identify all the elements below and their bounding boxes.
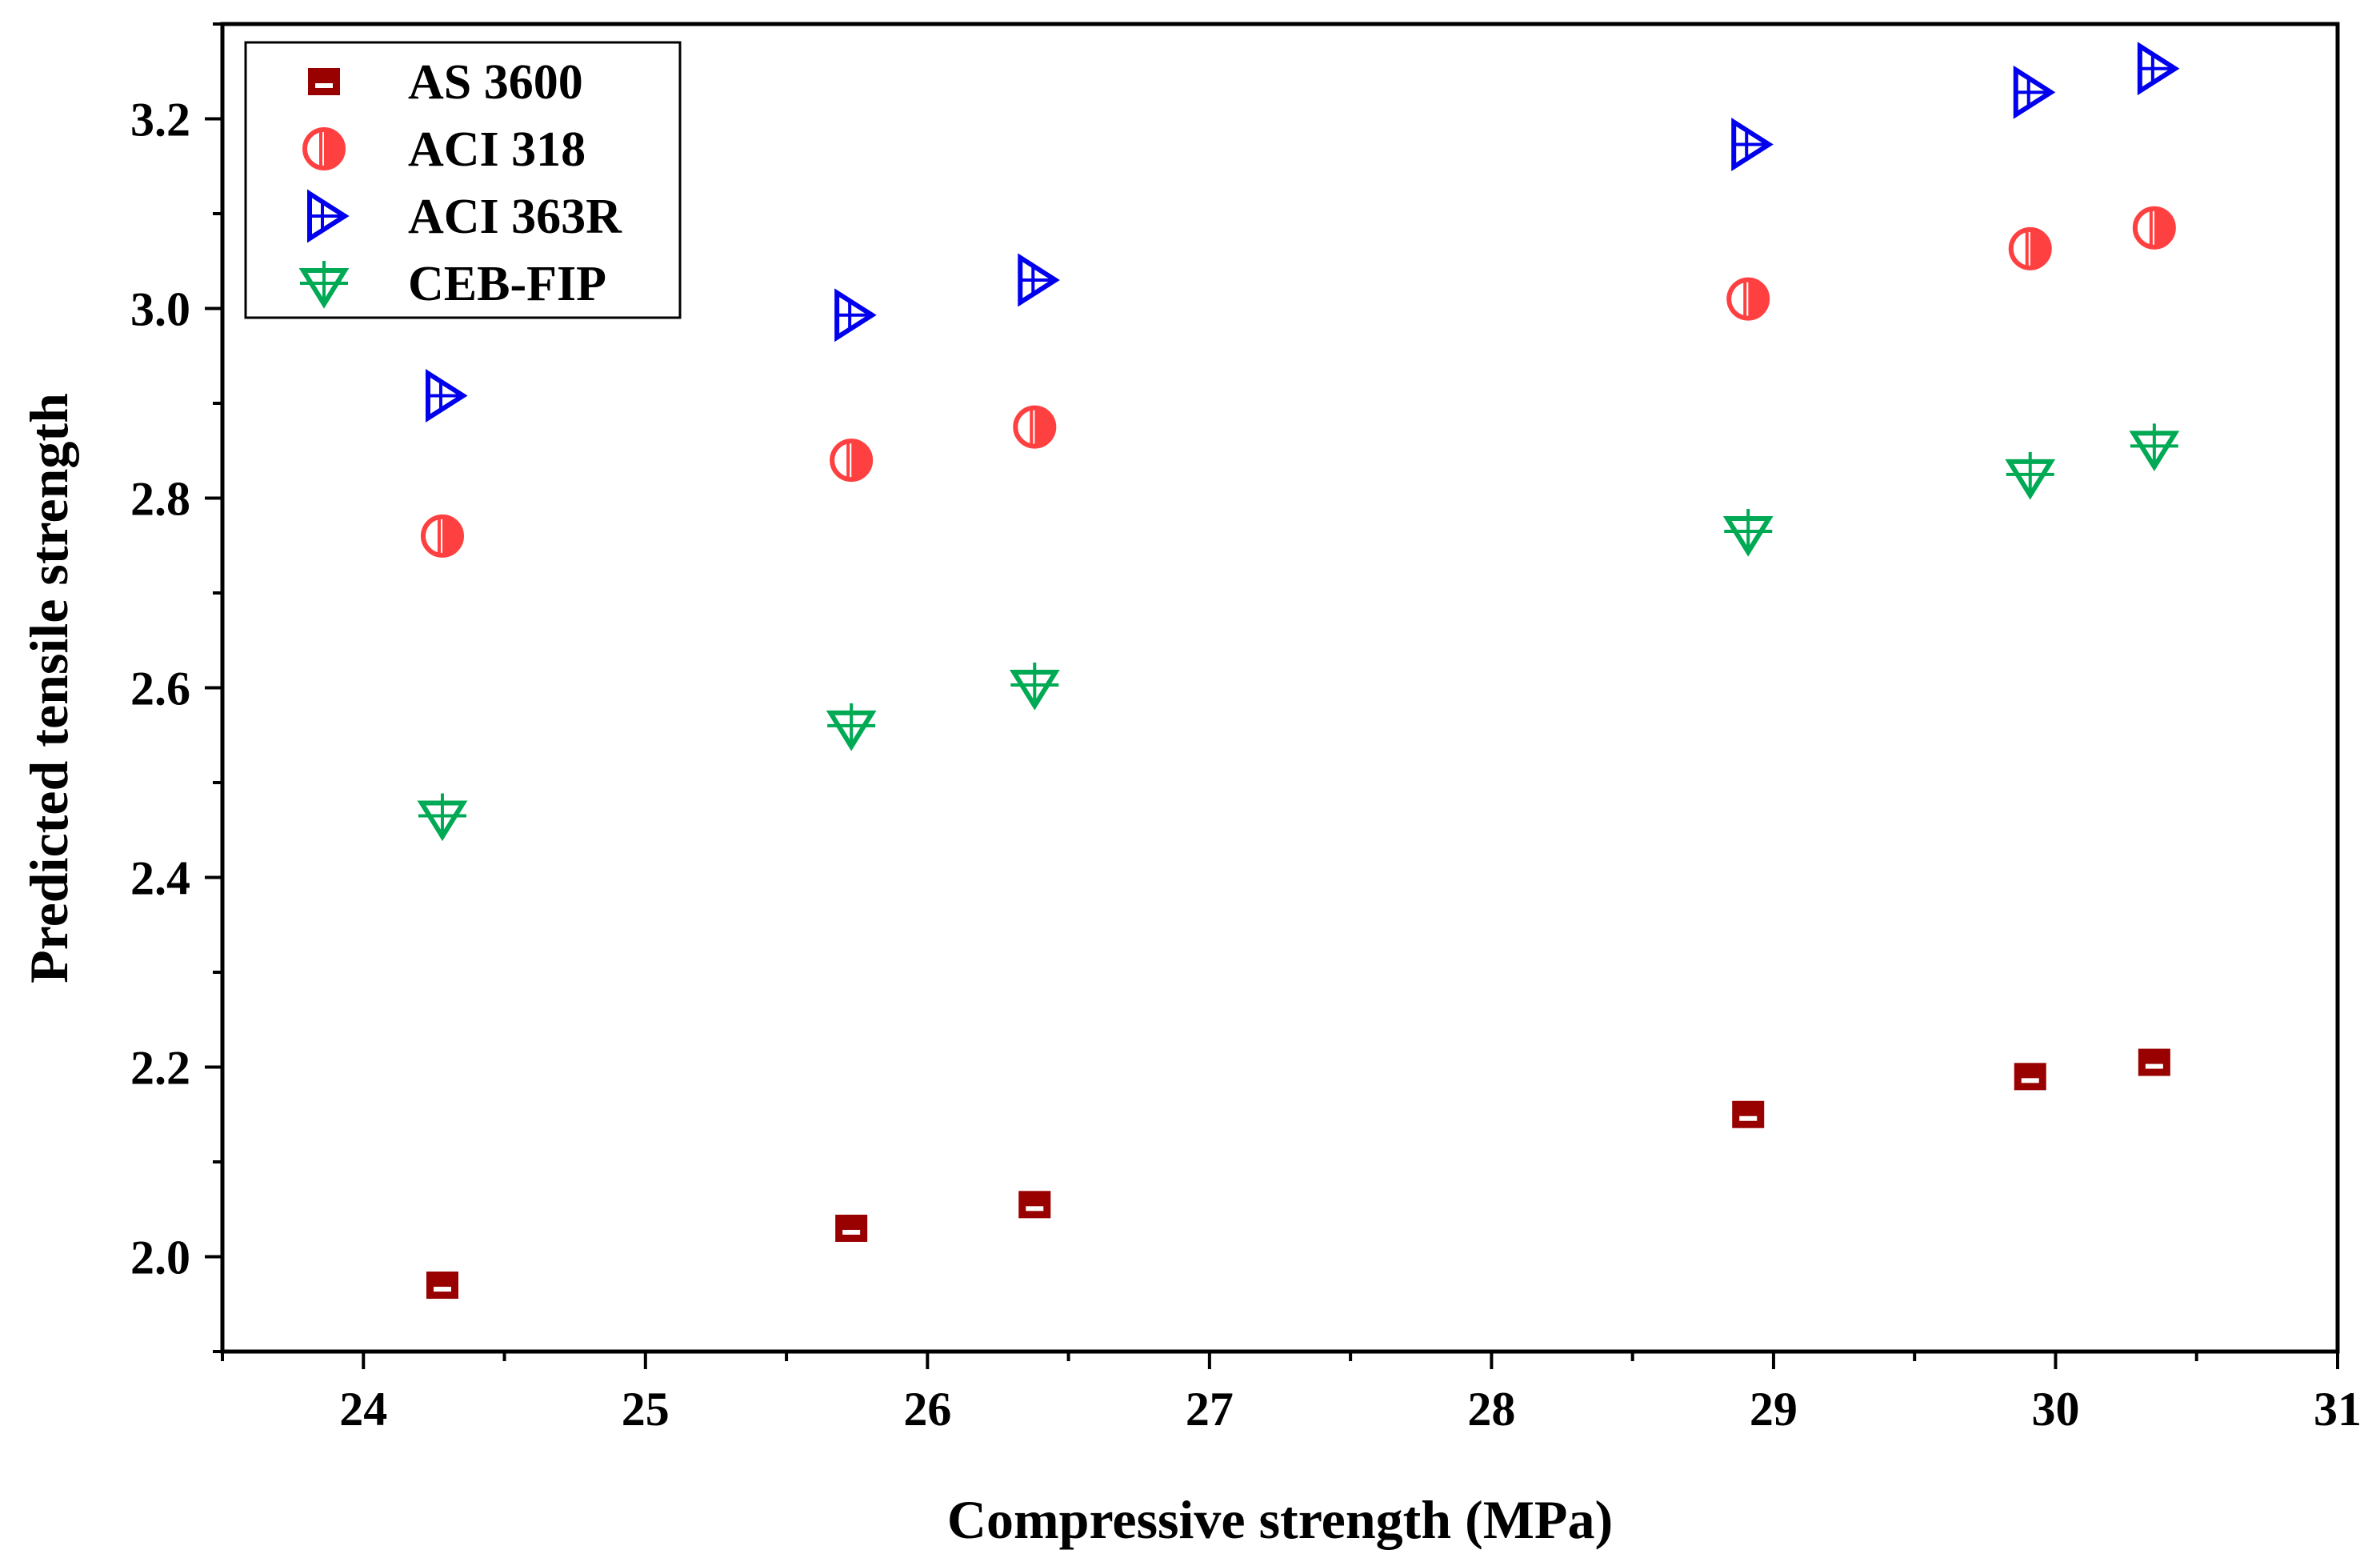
legend-marker — [298, 261, 350, 309]
data-point-aci-318 — [2008, 226, 2052, 270]
y-tick-label: 2.2 — [130, 1042, 190, 1095]
x-axis-title: Compressive strength (MPa) — [947, 1489, 1613, 1550]
data-point-aci-363r — [1018, 253, 1060, 307]
x-tick-label: 29 — [1750, 1383, 1798, 1436]
x-tick-label: 27 — [1186, 1383, 1234, 1436]
legend-label: AS 3600 — [408, 55, 583, 110]
x-axis: 24 25 26 27 28 29 30 31 — [221, 1352, 2362, 1436]
legend-marker — [308, 68, 340, 95]
data-point-ceb-fip — [417, 793, 468, 842]
x-tick-label: 30 — [2031, 1383, 2079, 1436]
data-point-ceb-fip — [2005, 451, 2056, 500]
y-tick-label: 2.0 — [130, 1232, 190, 1284]
y-tick-label: 3.0 — [130, 283, 190, 336]
legend-marker — [307, 189, 350, 243]
data-point-ceb-fip — [2129, 423, 2180, 472]
x-tick-label: 26 — [903, 1383, 951, 1436]
y-tick-label: 2.8 — [130, 473, 190, 526]
legend-label: ACI 318 — [408, 122, 586, 177]
y-axis: 2.0 2.2 2.4 2.6 2.8 3.0 3.2 — [130, 22, 222, 1353]
data-point-as-3600 — [2138, 1048, 2170, 1076]
x-tick-label: 28 — [1467, 1383, 1515, 1436]
x-tick-label: 24 — [339, 1383, 387, 1436]
data-point-ceb-fip — [1722, 508, 1774, 557]
y-axis-title: Predicted tensile strength — [18, 393, 79, 983]
data-point-aci-318 — [830, 439, 874, 483]
legend: AS 3600 ACI 318 ACI 363R CEB-FIP — [244, 41, 682, 319]
data-point-aci-363r — [1731, 118, 1774, 171]
y-tick-label: 2.6 — [130, 663, 190, 715]
legend-marker — [302, 127, 346, 170]
x-tick-label: 31 — [2314, 1383, 2362, 1436]
data-point-aci-363r — [425, 369, 468, 423]
data-point-as-3600 — [1018, 1191, 1051, 1219]
legend-label: CEB-FIP — [408, 257, 606, 311]
data-point-aci-363r — [834, 288, 877, 342]
data-point-aci-318 — [420, 514, 464, 558]
data-point-as-3600 — [835, 1214, 868, 1242]
data-point-aci-363r — [2013, 65, 2056, 119]
x-tick-label: 25 — [622, 1383, 670, 1436]
data-point-aci-318 — [1013, 405, 1057, 449]
data-points — [417, 42, 2180, 1300]
y-tick-label: 3.2 — [130, 94, 190, 146]
legend-label: ACI 363R — [408, 190, 622, 244]
data-point-as-3600 — [1732, 1100, 1765, 1128]
data-point-as-3600 — [426, 1272, 458, 1300]
data-point-aci-318 — [1726, 277, 1770, 321]
data-point-ceb-fip — [1009, 662, 1060, 711]
data-point-as-3600 — [2014, 1063, 2046, 1091]
data-point-aci-363r — [2137, 42, 2180, 96]
data-point-ceb-fip — [826, 703, 877, 751]
data-point-aci-318 — [2132, 206, 2176, 250]
y-tick-label: 2.4 — [130, 852, 190, 905]
